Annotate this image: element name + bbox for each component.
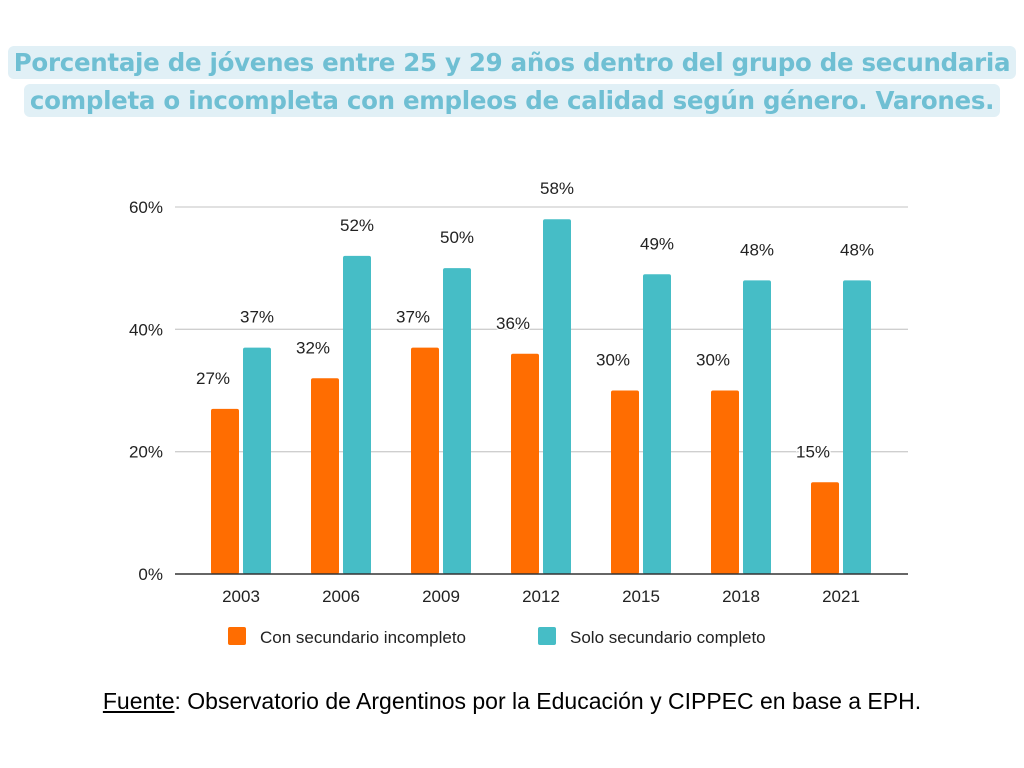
bar-completo bbox=[443, 268, 471, 574]
data-label: 49% bbox=[640, 234, 674, 253]
legend-label: Solo secundario completo bbox=[570, 628, 766, 647]
source-text: : Observatorio de Argentinos por la Educ… bbox=[174, 688, 922, 714]
y-tick-label: 0% bbox=[138, 565, 163, 584]
x-tick-label: 2015 bbox=[622, 587, 660, 606]
source-note: Fuente: Observatorio de Argentinos por l… bbox=[0, 688, 1024, 715]
data-label: 37% bbox=[240, 308, 274, 327]
bar-incompleto bbox=[811, 482, 839, 574]
data-label: 27% bbox=[196, 369, 230, 388]
data-label: 15% bbox=[796, 442, 830, 461]
data-label: 58% bbox=[540, 179, 574, 198]
data-label: 37% bbox=[396, 308, 430, 327]
x-tick-label: 2006 bbox=[322, 587, 360, 606]
data-label: 30% bbox=[596, 351, 630, 370]
data-label: 50% bbox=[440, 228, 474, 247]
y-tick-label: 20% bbox=[129, 443, 163, 462]
legend-swatch bbox=[538, 627, 556, 645]
source-label: Fuente bbox=[102, 688, 175, 714]
x-tick-label: 2021 bbox=[822, 587, 860, 606]
x-tick-label: 2018 bbox=[722, 587, 760, 606]
x-tick-label: 2003 bbox=[222, 587, 260, 606]
data-label: 48% bbox=[840, 240, 874, 259]
data-label: 52% bbox=[340, 216, 374, 235]
data-label: 48% bbox=[740, 240, 774, 259]
bar-completo bbox=[243, 347, 271, 574]
x-tick-label: 2009 bbox=[422, 587, 460, 606]
chart-title: Porcentaje de jóvenes entre 25 y 29 años… bbox=[0, 44, 1024, 120]
bar-completo bbox=[743, 280, 771, 574]
bar-incompleto bbox=[311, 378, 339, 574]
y-tick-label: 40% bbox=[129, 320, 163, 339]
legend-label: Con secundario incompleto bbox=[260, 628, 466, 647]
y-tick-label: 60% bbox=[129, 198, 163, 217]
bar-incompleto bbox=[411, 347, 439, 574]
bar-completo bbox=[843, 280, 871, 574]
bar-incompleto bbox=[511, 353, 539, 574]
bar-incompleto bbox=[611, 390, 639, 574]
bar-completo bbox=[343, 255, 371, 574]
data-label: 36% bbox=[496, 314, 530, 333]
bar-completo bbox=[643, 274, 671, 574]
bar-incompleto bbox=[711, 390, 739, 574]
x-tick-label: 2012 bbox=[522, 587, 560, 606]
legend-swatch bbox=[228, 627, 246, 645]
bar-incompleto bbox=[211, 408, 239, 574]
data-label: 32% bbox=[296, 338, 330, 357]
bar-completo bbox=[543, 219, 571, 574]
bar-chart: 0% 20% 40% 60% 27% 37% 2003 32% 52% 2006 37% 50% 200… bbox=[129, 178, 908, 647]
data-label: 30% bbox=[696, 351, 730, 370]
